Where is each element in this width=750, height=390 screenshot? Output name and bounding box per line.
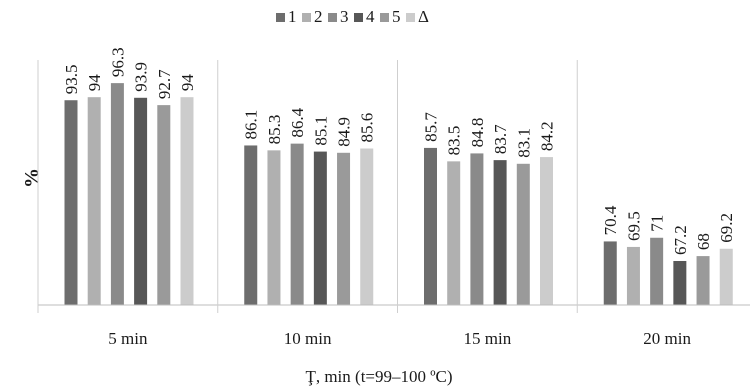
data-label: 70.4 <box>601 205 620 235</box>
legend-swatch <box>276 13 285 22</box>
bar <box>424 147 437 305</box>
legend-swatch <box>328 13 337 22</box>
legend-label: Δ <box>418 7 429 26</box>
x-tick-label: 15 min <box>464 329 512 348</box>
data-label: 83.1 <box>514 128 533 158</box>
data-label: 69.5 <box>624 211 643 241</box>
legend-swatch <box>302 13 311 22</box>
legend-label: 1 <box>288 7 297 26</box>
legend-label: 3 <box>340 7 349 26</box>
legend-swatch <box>380 13 389 22</box>
bar <box>110 83 124 306</box>
data-label: 68 <box>694 233 713 250</box>
bar <box>337 152 351 305</box>
data-label: 96.3 <box>108 47 127 77</box>
legend-label: 5 <box>392 7 401 26</box>
data-label: 67.2 <box>671 225 690 255</box>
bar <box>180 97 194 305</box>
bar <box>64 100 78 305</box>
data-label: 84.8 <box>468 118 487 148</box>
legend-item: 4 <box>354 7 375 26</box>
data-label: 86.4 <box>288 107 307 137</box>
legend-item: 3 <box>328 7 349 26</box>
bar <box>719 248 733 305</box>
bar <box>603 241 617 305</box>
y-axis-label: % <box>21 168 43 188</box>
data-label: 84.9 <box>335 117 354 147</box>
bar <box>493 160 507 305</box>
data-label: 83.5 <box>445 126 464 156</box>
legend-label: 4 <box>366 7 375 26</box>
data-label: 85.7 <box>422 112 441 142</box>
bar <box>540 157 553 305</box>
bar <box>313 151 327 305</box>
x-tick-label: 20 min <box>643 329 691 348</box>
bar <box>516 163 530 305</box>
data-label: 93.5 <box>62 64 81 94</box>
bar <box>134 97 148 305</box>
bar <box>626 246 640 305</box>
bar <box>290 143 304 305</box>
bar <box>673 260 687 305</box>
bar <box>360 148 374 305</box>
bar <box>267 150 281 305</box>
data-label: 94 <box>85 74 104 92</box>
bar <box>87 97 101 305</box>
x-tick-label: 5 min <box>108 329 148 348</box>
data-label: 92.7 <box>155 69 174 99</box>
bar <box>157 105 171 305</box>
bar <box>244 145 258 305</box>
bar <box>447 161 461 305</box>
data-label: 86.1 <box>242 110 261 140</box>
data-label: 85.6 <box>358 113 377 143</box>
bar <box>696 256 710 305</box>
data-label: 85.3 <box>265 115 284 145</box>
data-label: 71 <box>648 215 667 232</box>
legend-label: 2 <box>314 7 323 26</box>
x-axis-label: Ţ, min (t=99–100 ºC) <box>305 367 452 386</box>
data-label: 94 <box>178 74 197 92</box>
legend-item: 1 <box>276 7 297 26</box>
data-label: 93.9 <box>132 62 151 92</box>
x-axis: 5 min 10 min 15 min 20 min <box>37 60 750 348</box>
legend-item: 5 <box>380 7 401 26</box>
data-label: 85.1 <box>311 116 330 146</box>
x-tick-label: 10 min <box>284 329 332 348</box>
data-label: 84.2 <box>538 121 557 151</box>
legend-swatch <box>354 13 363 22</box>
legend-swatch <box>406 13 415 22</box>
bar <box>650 237 664 305</box>
data-label: 69.2 <box>717 213 736 243</box>
bar <box>470 153 484 305</box>
legend-item: Δ <box>406 7 429 26</box>
data-label: 83.7 <box>491 124 510 154</box>
legend-item: 2 <box>302 7 323 26</box>
